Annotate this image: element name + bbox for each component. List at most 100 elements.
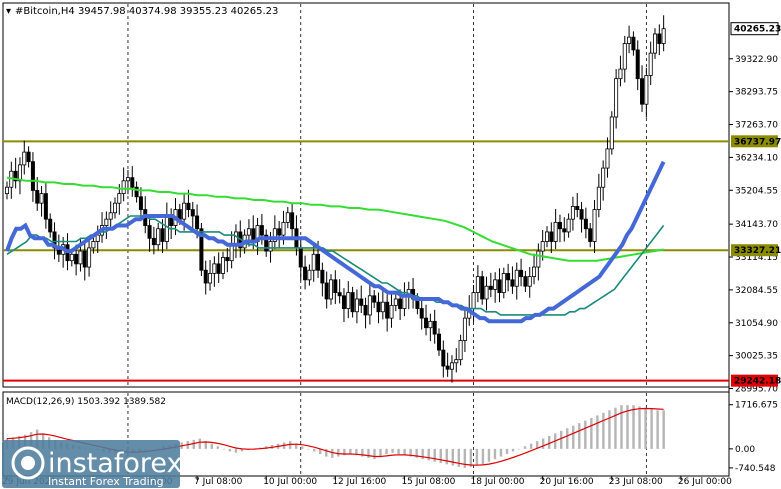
- candle-body: [640, 78, 645, 105]
- macd-histogram-bar: [313, 448, 316, 452]
- macd-histogram-bar: [367, 448, 370, 458]
- price-tick-label: 35204.55: [735, 186, 778, 196]
- macd-histogram-bar: [523, 446, 527, 449]
- candle-body: [324, 282, 329, 300]
- macd-histogram-bar: [421, 448, 424, 460]
- candle-body: [648, 52, 653, 76]
- level-tag-label: 33327.21: [734, 246, 781, 256]
- candle-body: [186, 202, 191, 210]
- candle-body: [367, 295, 372, 316]
- candle-body: [631, 36, 636, 51]
- candle-body: [432, 320, 437, 335]
- candle-body: [125, 177, 130, 182]
- candle-body: [488, 285, 493, 290]
- macd-tick-label: 1716.675: [735, 401, 778, 411]
- logo-brand: instaforex: [48, 448, 182, 479]
- macd-histogram-bar: [511, 448, 515, 452]
- candle-body: [212, 263, 217, 274]
- candle-body: [281, 221, 286, 236]
- candle-body: [354, 298, 359, 313]
- candle-body: [523, 276, 528, 287]
- ma-fast-line: [5, 160, 666, 324]
- macd-histogram-bar: [614, 407, 617, 449]
- candle-body: [108, 212, 113, 220]
- macd-histogram-bar: [541, 438, 545, 449]
- candle-body: [588, 228, 593, 242]
- macd-histogram-bar: [560, 430, 563, 449]
- candle-body: [160, 228, 165, 242]
- candle-body: [164, 215, 169, 242]
- macd-histogram-bar: [210, 443, 214, 449]
- macd-histogram-bar: [198, 438, 201, 449]
- candle-body: [346, 292, 351, 309]
- macd-histogram-bar: [584, 420, 587, 449]
- horizontal-levels: [3, 140, 729, 382]
- candle-body: [69, 253, 74, 262]
- macd-histogram-bar: [300, 446, 304, 449]
- macd-histogram-bar: [626, 405, 629, 449]
- macd-header: MACD(12,26,9) 1503.392 1389.582: [6, 397, 166, 407]
- macd-histogram-bar: [397, 448, 400, 454]
- candle-body: [380, 301, 385, 313]
- macd-histogram-bar: [427, 448, 430, 461]
- macd-histogram-bar: [240, 448, 244, 452]
- macd-histogram-bar: [379, 448, 382, 457]
- candle-body: [657, 33, 662, 44]
- candle-body: [121, 180, 126, 195]
- level-tag: [731, 135, 778, 148]
- macd-histogram-bar: [307, 448, 310, 450]
- candle-body: [216, 263, 221, 274]
- candle-body: [277, 228, 282, 236]
- candle-body: [501, 273, 506, 293]
- price-tags: 36737.97 33327.21 29242.18 40265.23: [730, 22, 781, 387]
- candle-body: [424, 317, 429, 329]
- macd-histogram-bar: [216, 446, 220, 449]
- macd-histogram-bar: [451, 448, 454, 466]
- candle-body: [151, 237, 156, 246]
- candle-body: [419, 308, 424, 319]
- macd-histogram-bar: [662, 410, 665, 449]
- candle-body: [510, 279, 515, 287]
- candle-body: [385, 301, 390, 319]
- candle-body: [605, 148, 610, 169]
- macd-histogram-bar: [331, 448, 334, 458]
- macd-histogram-bar: [349, 448, 352, 454]
- level-tag-label: 29242.18: [734, 377, 781, 387]
- instaforex-logo: instaforex Instant Forex Trading: [2, 440, 182, 488]
- macd-histogram-bar: [355, 448, 358, 456]
- time-tick-label: 20 Jul 16:00: [540, 477, 594, 487]
- macd-histogram-bar: [632, 405, 635, 449]
- candle-body: [549, 231, 554, 242]
- candle-body: [22, 151, 27, 166]
- candle-body: [627, 36, 632, 44]
- macd-histogram-bar: [234, 448, 238, 453]
- candle-body: [566, 218, 571, 233]
- candle-body: [341, 295, 346, 309]
- candle-body: [26, 151, 31, 163]
- candle-body: [104, 218, 109, 226]
- candle-body: [320, 269, 325, 284]
- macd-histogram-bar: [433, 448, 436, 462]
- candle-body: [540, 241, 545, 252]
- price-tick-label: 32084.55: [735, 286, 778, 296]
- candle-body: [562, 228, 567, 233]
- candle-body: [195, 215, 200, 230]
- macd-histogram-bar: [602, 412, 605, 449]
- macd-histogram-bar: [481, 448, 485, 465]
- macd-histogram-bar: [656, 410, 659, 449]
- time-tick-label: 12 Jul 16:00: [332, 477, 386, 487]
- macd-histogram-bar: [650, 409, 653, 449]
- price-tick-label: 37263.70: [735, 121, 778, 131]
- candle-body: [190, 209, 195, 217]
- candle-body: [30, 161, 35, 191]
- moving-averages: [5, 160, 666, 324]
- macd-histogram-bar: [596, 415, 599, 449]
- candle-body: [264, 234, 269, 252]
- macd-histogram-bar: [373, 448, 376, 460]
- time-tick-label: 15 Jul 08:00: [401, 477, 455, 487]
- candle-body: [462, 317, 467, 341]
- candle-body: [95, 234, 100, 242]
- price-axis: 39322.90 38293.75 37263.70 36234.10 35204.55…: [729, 55, 778, 395]
- session-separators: [127, 4, 647, 475]
- macd-histogram-bar: [403, 448, 406, 456]
